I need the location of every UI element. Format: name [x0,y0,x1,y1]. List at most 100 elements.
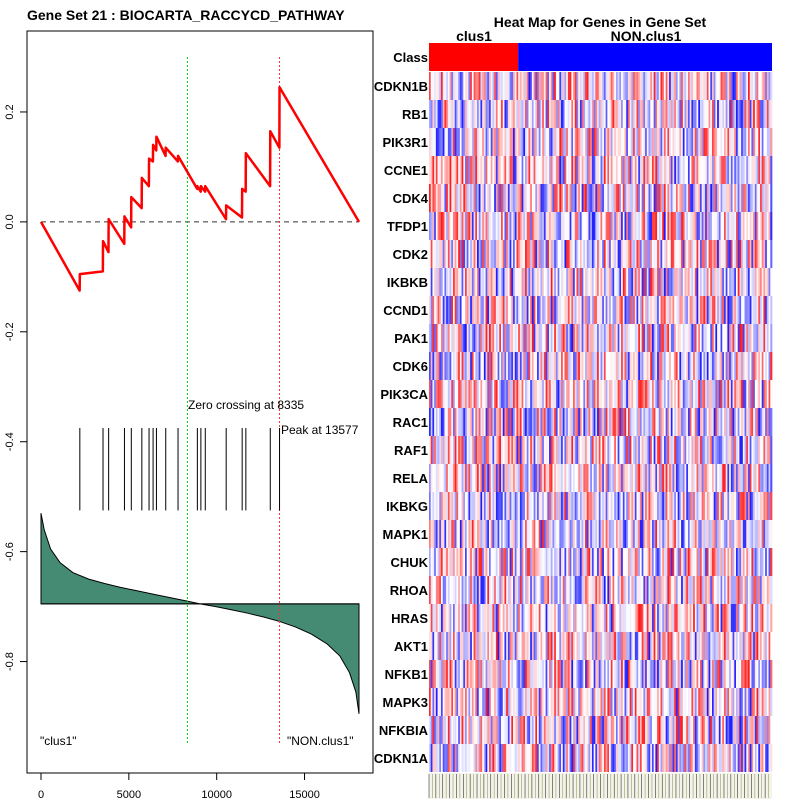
heatmap-cell [525,520,528,548]
heatmap-cell [699,296,703,324]
heatmap-cell [504,352,507,380]
heatmap-cell [638,100,641,128]
heatmap-cell [554,352,557,380]
heatmap-cell [569,660,572,688]
heatmap-cell [720,156,723,184]
heatmap-cell [609,240,612,268]
heatmap-cell [430,604,433,632]
heatmap-cell [751,548,754,576]
x-axis-tick-label: 5000 [117,789,141,800]
heatmap-cell [447,296,450,324]
heatmap-cell [756,492,759,520]
heatmap-cell [686,380,689,408]
heatmap-cell [735,212,739,240]
heatmap-cell [758,156,761,184]
heatmap-cell [607,548,610,576]
heatmap-cell [603,408,606,436]
heatmap-cell [747,604,751,632]
heatmap-cell [595,184,598,212]
heatmap-cell [645,380,648,408]
heatmap-cell [542,436,545,464]
heatmap-cell [717,716,720,744]
heatmap-cell [735,436,739,464]
heatmap-cell [516,380,519,408]
heatmap-cell [631,492,634,520]
heatmap-cell [588,100,591,128]
heatmap-cell [482,632,485,660]
heatmap-cell [651,128,655,156]
heatmap-cell [633,548,636,576]
heatmap-cell [633,464,636,492]
heatmap-cell [713,100,716,128]
heatmap-cell [494,632,497,660]
heatmap-cell [699,632,703,660]
heatmap-cell [502,128,505,156]
heatmap-cell [456,72,459,100]
heatmap-cell [639,128,643,156]
heatmap-cell [533,744,536,772]
heatmap-cell [648,156,651,184]
heatmap-cell [559,744,562,772]
heatmap-cell [660,240,663,268]
heatmap-cell [761,632,764,660]
heatmap-cell [633,632,636,660]
heatmap-cell [684,352,687,380]
heatmap-cell [751,520,754,548]
heatmap-cell [561,716,564,744]
heatmap-cell [595,604,598,632]
heatmap-cell [691,492,694,520]
heatmap-cell [538,520,541,548]
heatmap-cell [679,240,682,268]
heatmap-cell [471,100,474,128]
heatmap-cell [602,380,605,408]
heatmap-cell [754,604,757,632]
heatmap-cell [670,212,673,240]
heatmap-cell [636,240,639,268]
heatmap-cell [477,548,480,576]
heatmap-cell [718,296,721,324]
heatmap-cell [429,716,432,744]
heatmap-cell [533,380,536,408]
heatmap-cell [482,716,485,744]
heatmap-cell [760,436,763,464]
heatmap-cell [708,184,711,212]
heatmap-cell [615,548,618,576]
heatmap-cell [770,576,773,604]
heatmap-cell [578,520,581,548]
heatmap-cell [634,268,637,296]
heatmap-cell [693,604,696,632]
heatmap-cell [627,100,630,128]
heatmap-cell [723,632,727,660]
heatmap-cell [693,548,696,576]
heatmap-cell [662,716,665,744]
heatmap-cell [713,212,716,240]
heatmap-cell [490,436,493,464]
heatmap-cell [657,492,660,520]
heatmap-cell [610,548,613,576]
heatmap-cell [542,352,545,380]
heatmap-cell [687,352,691,380]
heatmap-cell [641,240,644,268]
heatmap-cell [557,324,560,352]
heatmap-cell [643,212,646,240]
heatmap-cell [542,744,545,772]
heatmap-cell [651,212,655,240]
heatmap-cell [552,408,555,436]
heatmap-cell [475,212,478,240]
heatmap-cell [545,632,548,660]
heatmap-cell [718,548,721,576]
heatmap-cell [530,688,533,716]
heatmap-cell [432,352,435,380]
heatmap-cell [645,324,648,352]
heatmap-cell [727,492,730,520]
heatmap-cell [701,380,704,408]
heatmap-cell [711,520,715,548]
heatmap-cell [437,492,440,520]
heatmap-cell [545,548,548,576]
heatmap-cell [627,548,630,576]
heatmap-cell [734,72,737,100]
heatmap-cell [607,744,610,772]
heatmap-cell [605,72,608,100]
heatmap-cell [590,72,593,100]
heatmap-cell [511,744,514,772]
